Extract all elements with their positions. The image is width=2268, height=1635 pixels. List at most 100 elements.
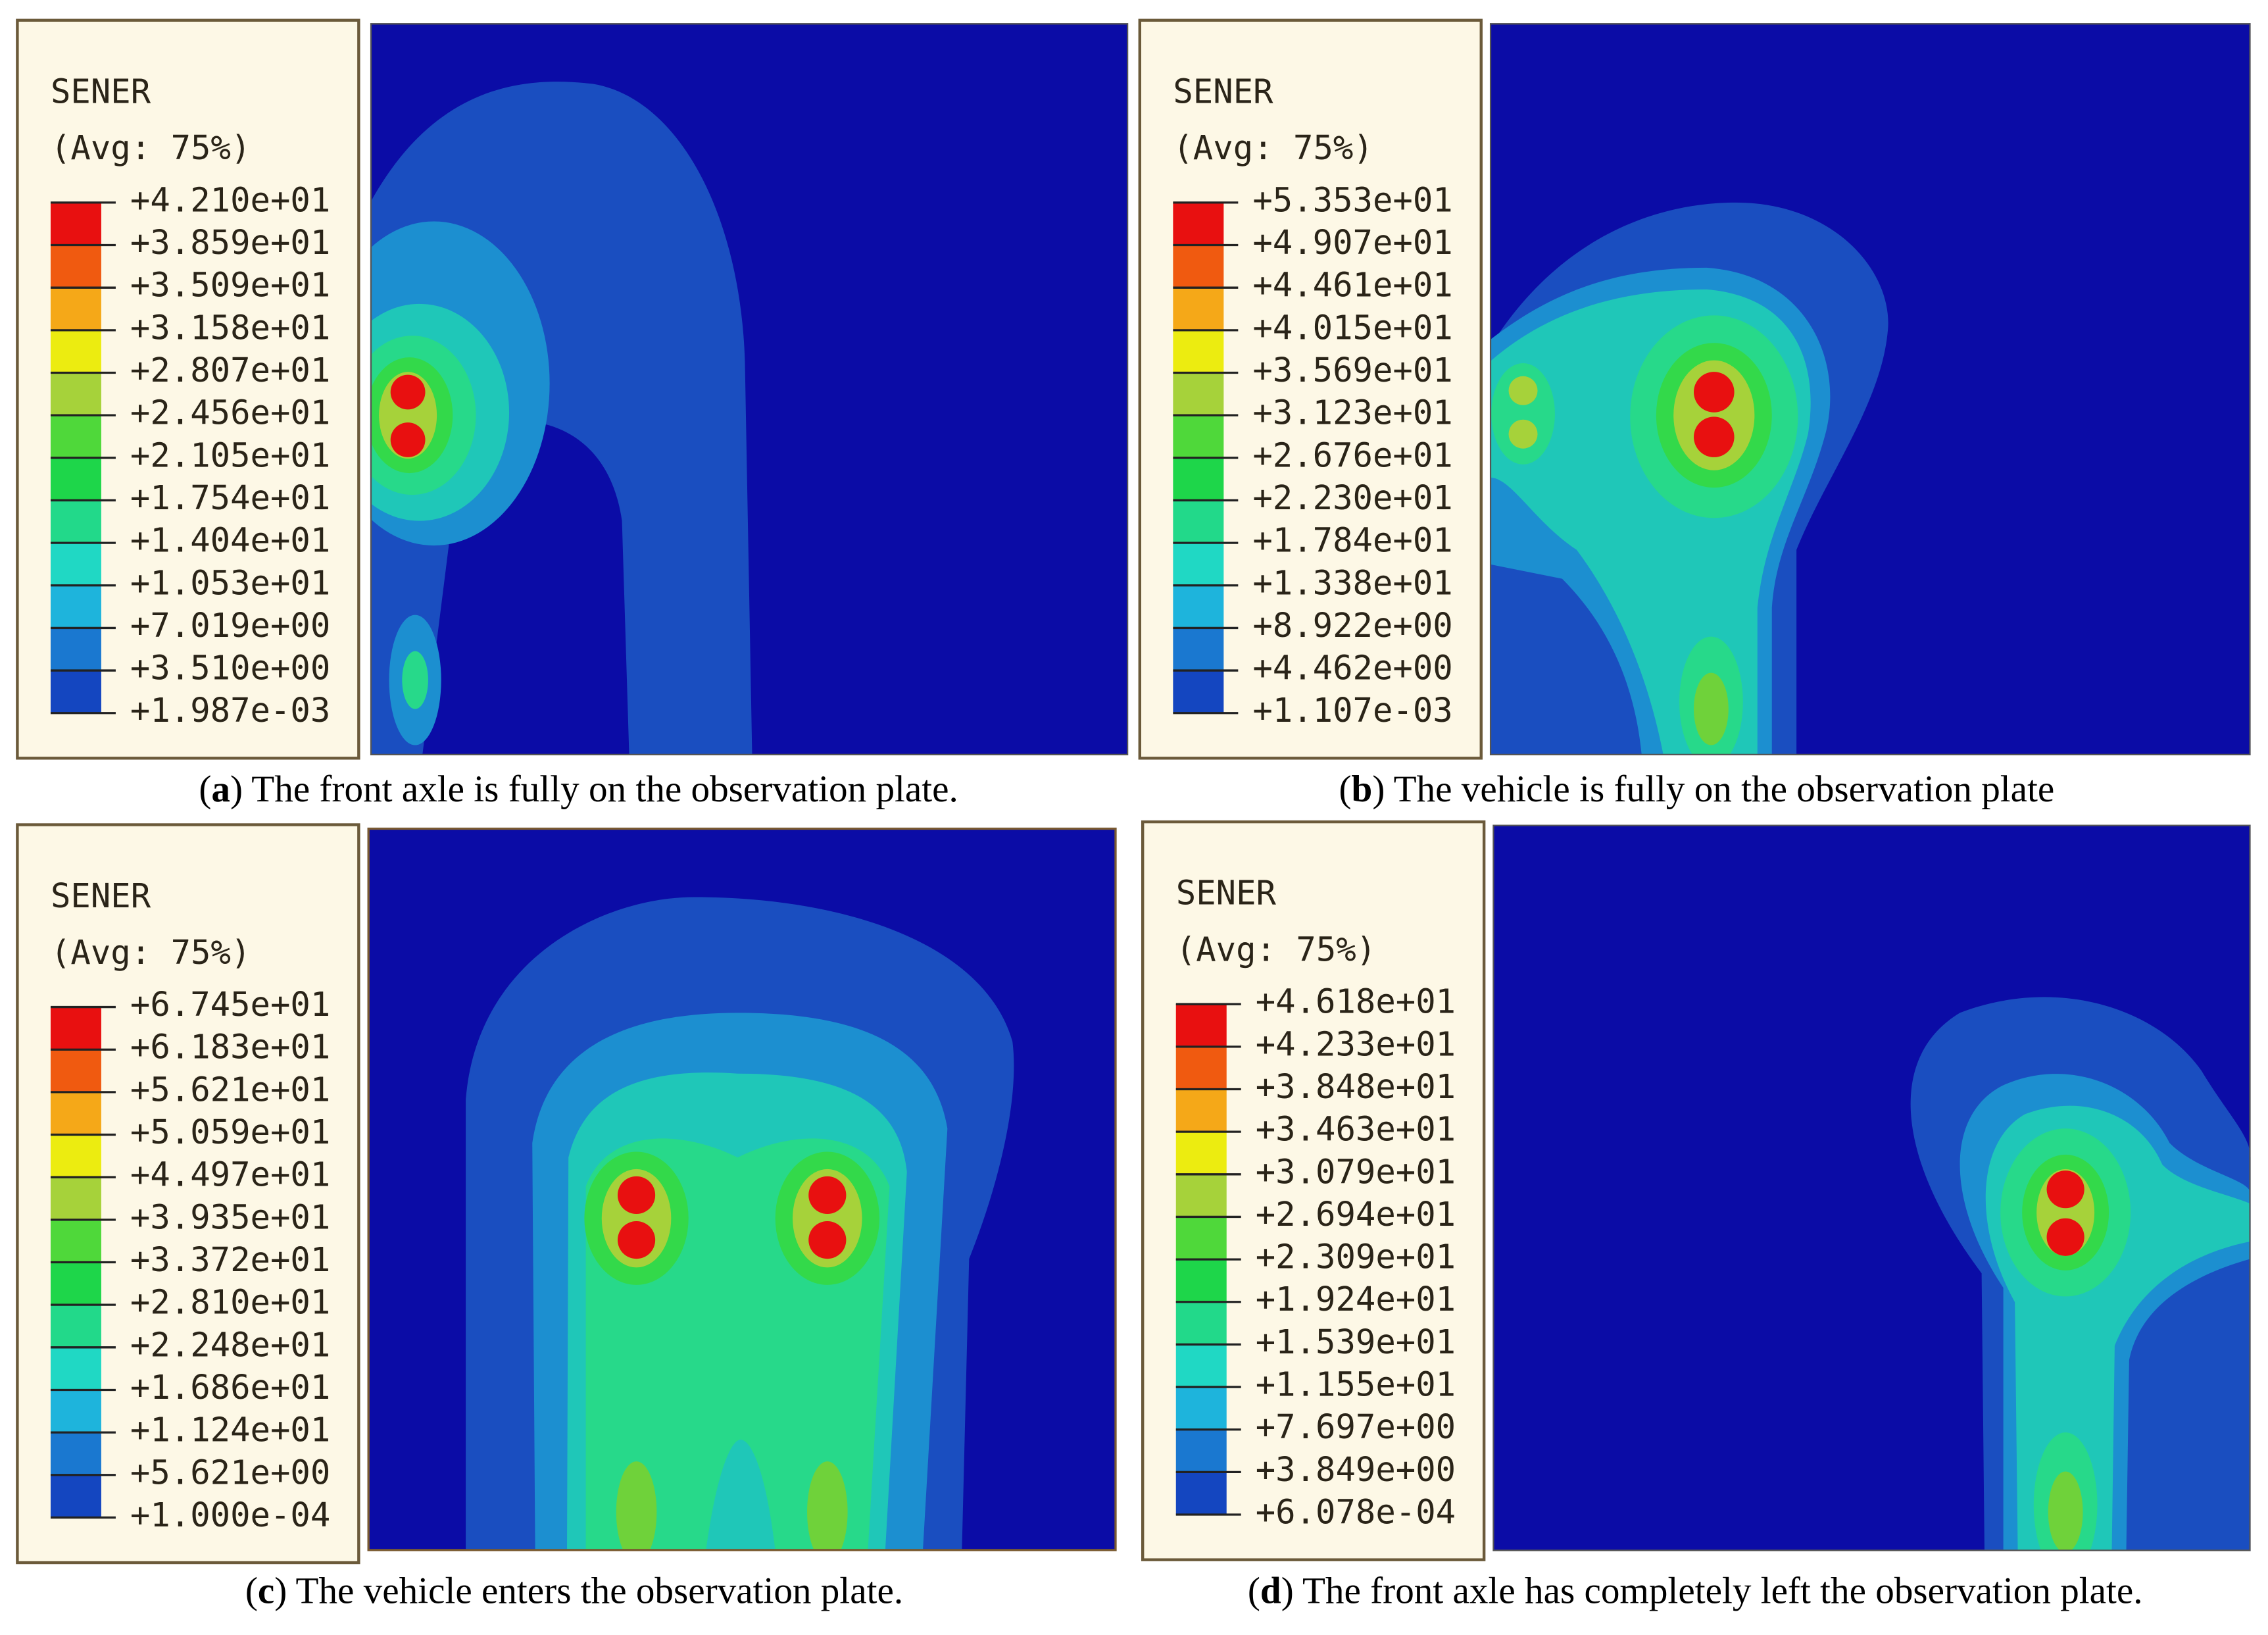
legend: SENER (Avg: 75%) +4.618e+01+4.233e+01 +3.84… [1141, 820, 1486, 1561]
contour-image [1489, 23, 2251, 755]
legend-label: +3.849e+00 [1256, 1450, 1456, 1489]
legend-color [50, 1262, 101, 1305]
legend-label: +1.754e+01 [130, 478, 330, 517]
legend-color [50, 1177, 101, 1220]
legend-label: +1.053e+01 [130, 563, 330, 602]
caption: (b) The vehicle is fully on the observat… [1339, 768, 2054, 810]
legend-label: +3.372e+01 [130, 1240, 330, 1279]
legend-label: +2.309e+01 [1256, 1238, 1456, 1276]
legend-label: +1.404e+01 [130, 521, 330, 560]
legend-label: +1.924e+01 [1256, 1280, 1456, 1319]
legend-color [1173, 670, 1224, 713]
legend-color [1173, 330, 1224, 373]
legend-subtitle: (Avg: 75%) [1176, 930, 1376, 969]
legend-color [1173, 585, 1224, 628]
caption-label: d [1260, 1571, 1281, 1612]
legend-color [1175, 1301, 1227, 1345]
legend-label: +1.338e+01 [1252, 563, 1452, 602]
legend-color [1173, 202, 1224, 245]
legend-label: +3.158e+01 [130, 308, 330, 347]
legend-color [50, 1049, 101, 1092]
legend-label: +2.248e+01 [130, 1325, 330, 1364]
legend-label: +2.230e+01 [1252, 478, 1452, 517]
legend-label: +6.183e+01 [130, 1028, 330, 1067]
legend-subtitle: (Avg: 75%) [51, 933, 251, 972]
legend-color [50, 330, 101, 373]
legend-label: +2.807e+01 [130, 351, 330, 390]
legend-color [1175, 1089, 1227, 1132]
legend-color [50, 585, 101, 628]
legend-label: +1.987e-03 [130, 691, 330, 730]
legend-label: +1.107e-03 [1252, 691, 1452, 730]
legend-label: +3.510e+00 [130, 649, 330, 688]
legend-label: +3.463e+01 [1256, 1110, 1456, 1149]
contour-image [1492, 824, 2251, 1551]
legend-label: +5.353e+01 [1252, 180, 1452, 219]
legend-label: +5.621e+00 [130, 1453, 330, 1492]
legend-label: +4.461e+01 [1252, 266, 1452, 305]
legend-color [50, 670, 101, 713]
legend-color [1175, 1217, 1227, 1260]
legend-color [50, 415, 101, 458]
caption-text: ) The vehicle is fully on the observatio… [1372, 768, 2054, 810]
legend-label: +7.019e+00 [130, 606, 330, 645]
legend-label: +3.859e+01 [130, 223, 330, 262]
legend-color [50, 1134, 101, 1178]
legend-color [50, 1390, 101, 1433]
caption-text: ) The vehicle enters the observation pla… [274, 1571, 903, 1612]
caption-open: ( [245, 1571, 258, 1612]
caption-label: a [211, 768, 230, 810]
caption: (d) The front axle has completely left t… [1248, 1571, 2143, 1612]
legend-label: +2.810e+01 [130, 1283, 330, 1322]
legend-title: SENER [51, 72, 151, 111]
legend-label: +4.015e+01 [1252, 308, 1452, 347]
legend-color [50, 1219, 101, 1263]
legend-color [50, 1092, 101, 1135]
legend-color [50, 202, 101, 245]
caption-text: ) The front axle is fully on the observa… [230, 768, 958, 810]
legend-label: +3.123e+01 [1252, 393, 1452, 432]
legend-color [50, 1007, 101, 1050]
caption-open: ( [1248, 1571, 1260, 1612]
legend-label: +1.000e-04 [130, 1496, 330, 1534]
legend-color [1173, 457, 1224, 501]
legend-label: +5.059e+01 [130, 1113, 330, 1151]
legend-color [50, 1474, 101, 1518]
legend-color [50, 500, 101, 543]
legend-color [1175, 1046, 1227, 1090]
legend-color [1173, 245, 1224, 288]
legend-color [1173, 543, 1224, 586]
legend-label: +1.686e+01 [130, 1368, 330, 1407]
legend-label: +1.784e+01 [1252, 521, 1452, 560]
legend-color [1173, 372, 1224, 416]
legend-title: SENER [51, 876, 151, 915]
legend-color [50, 628, 101, 671]
legend-label: +4.210e+01 [130, 180, 330, 219]
legend-label: +2.676e+01 [1252, 436, 1452, 474]
legend-title: SENER [1173, 72, 1273, 111]
legend-color [1173, 288, 1224, 330]
legend-label: +4.462e+00 [1252, 649, 1452, 688]
legend-color [1175, 1344, 1227, 1388]
legend-color [50, 1305, 101, 1347]
caption: (a) The front axle is fully on the obser… [199, 768, 958, 810]
legend-label: +1.539e+01 [1256, 1322, 1456, 1361]
legend: SENER (Avg: 75%) +4.210e+01 +3.859e+01 +3.50… [16, 18, 360, 760]
legend: SENER(Avg: 75%)+6.745e+01+6.183e+01+5.62… [16, 823, 360, 1565]
legend-color [1173, 415, 1224, 458]
legend-label: +2.694e+01 [1256, 1195, 1456, 1234]
legend-color [1173, 628, 1224, 671]
legend-color [50, 1432, 101, 1475]
legend-label: +1.124e+01 [130, 1411, 330, 1449]
legend-color [1175, 1174, 1227, 1217]
legend-color [50, 372, 101, 416]
legend-label: +8.922e+00 [1252, 606, 1452, 645]
legend-label: +3.509e+01 [130, 266, 330, 305]
caption-label: c [258, 1571, 274, 1612]
legend-label: +2.105e+01 [130, 436, 330, 474]
legend-label: +3.079e+01 [1256, 1152, 1456, 1191]
legend-color [50, 245, 101, 288]
legend-color [50, 457, 101, 501]
caption: (c) The vehicle enters the observation p… [245, 1571, 903, 1612]
contour-image [370, 23, 1129, 755]
